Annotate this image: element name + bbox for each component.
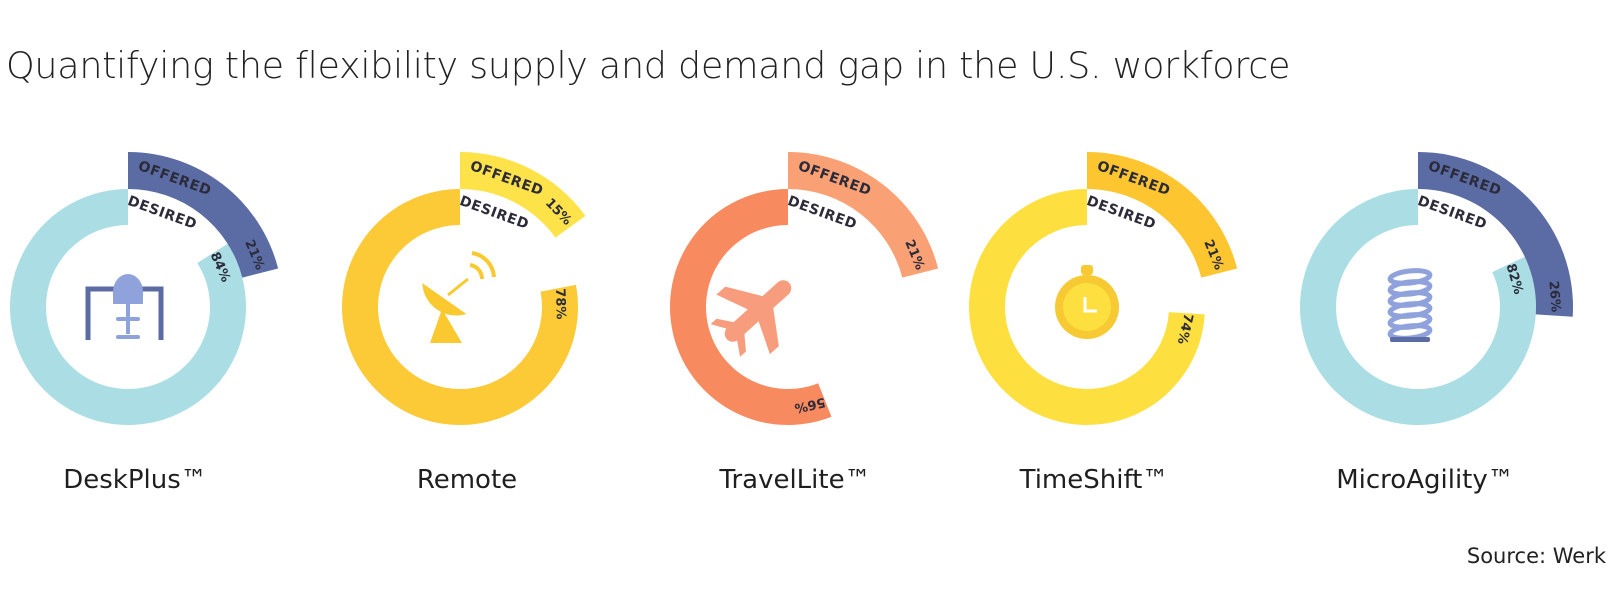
offered-arc — [460, 152, 586, 238]
desired-arc — [969, 189, 1205, 425]
chart-3: TimeShift™ — [969, 152, 1238, 495]
desk-icon — [85, 274, 164, 340]
category-label: Remote — [417, 465, 517, 495]
category-label: DeskPlus™ — [63, 465, 207, 495]
category-label: TravelLite™ — [718, 465, 870, 495]
offered-arc — [128, 152, 279, 278]
offered-arc — [1418, 152, 1573, 317]
chart-1: Remote — [342, 152, 586, 495]
desired-arc — [10, 188, 246, 425]
chart-title: Quantifying the flexibility supply and d… — [6, 44, 1291, 87]
stopwatch-icon — [1055, 265, 1119, 339]
satellite-dish-icon — [422, 251, 496, 343]
chart-2: TravelLite™ — [670, 152, 939, 495]
desired-value: 78% — [552, 288, 568, 320]
airplane-icon — [710, 280, 792, 357]
desired-arc — [342, 188, 578, 425]
chart-0: DeskPlus™ — [10, 152, 279, 495]
desired-arc — [1300, 188, 1536, 425]
source-note: Source: Werk — [1466, 544, 1606, 568]
chart-4: MicroAgility™ — [1300, 152, 1573, 495]
desired-arc — [670, 188, 832, 425]
desired-value: 56% — [793, 394, 827, 415]
desired-value: 74% — [1174, 312, 1195, 346]
category-label: MicroAgility™ — [1336, 465, 1514, 495]
category-label: TimeShift™ — [1019, 465, 1169, 495]
offered-arc — [1087, 152, 1238, 278]
coil-spring-icon — [1387, 268, 1433, 342]
offered-arc — [788, 152, 939, 278]
offered-value: 26% — [1545, 280, 1562, 312]
